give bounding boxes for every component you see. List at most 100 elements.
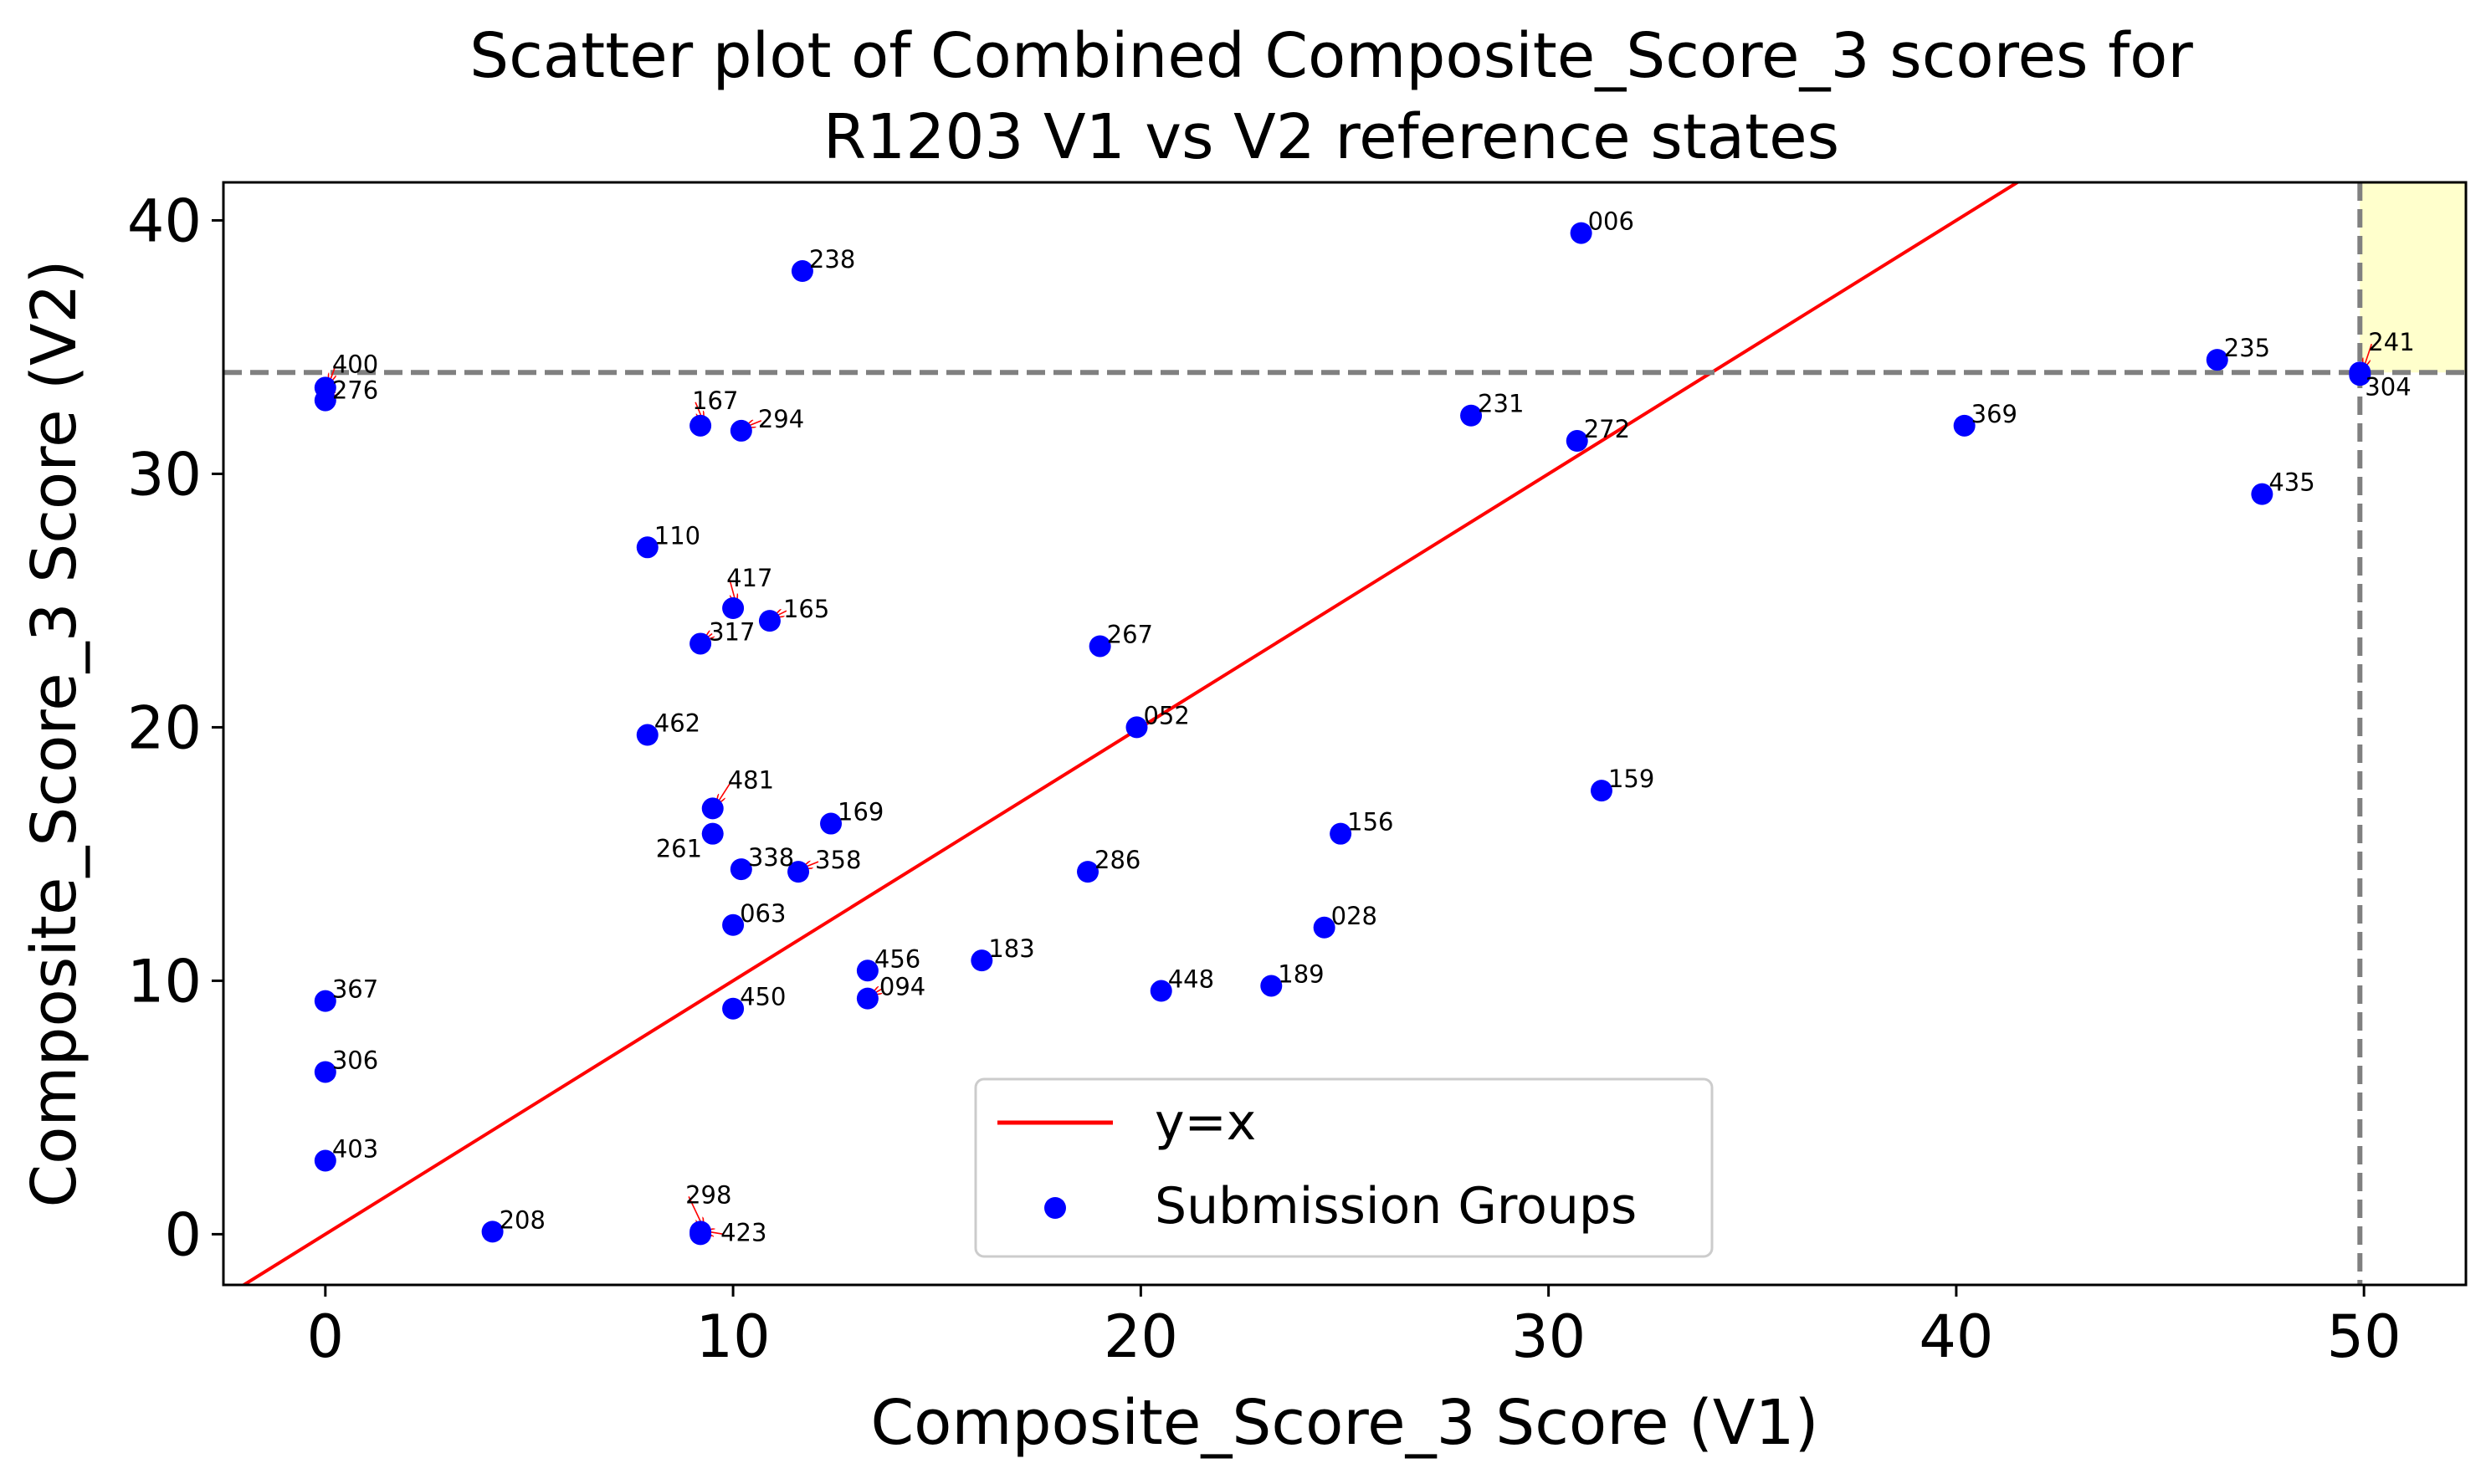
point-label-294: 294 [758,405,804,433]
point-label-156: 156 [1347,808,1393,837]
data-point-156 [1330,822,1352,845]
point-label-462: 462 [654,709,700,738]
point-label-169: 169 [838,798,884,826]
data-point-169 [820,812,843,835]
point-label-094: 094 [879,973,925,1001]
point-label-286: 286 [1094,846,1140,874]
chart-title-line-1: Scatter plot of Combined Composite_Score… [469,20,2193,92]
data-point-267 [1089,635,1111,658]
data-point-286 [1077,861,1099,883]
data-point-165 [758,610,781,632]
point-label-456: 456 [874,944,920,973]
data-point-231 [1460,404,1483,427]
data-point-367 [314,990,336,1012]
data-point-448 [1150,980,1172,1002]
point-label-006: 006 [1588,207,1634,236]
data-point-435 [2251,483,2273,505]
y-tick-label: 10 [127,947,202,1016]
data-point-417 [722,597,745,620]
point-label-450: 450 [740,983,786,1011]
point-label-183: 183 [988,934,1034,963]
point-label-369: 369 [1971,400,2017,428]
data-point-159 [1590,780,1612,802]
point-label-423: 423 [720,1218,766,1246]
data-point-261 [701,822,724,845]
point-label-167: 167 [692,386,738,415]
data-point-063 [722,913,745,936]
data-point-276 [314,389,336,412]
data-point-294 [730,419,752,442]
data-point-423 [689,1223,712,1246]
point-label-241: 241 [2368,328,2414,356]
point-label-159: 159 [1608,765,1654,793]
highlight-region [2360,182,2466,373]
data-points [314,222,2371,1246]
point-label-052: 052 [1143,701,1189,729]
data-point-403 [314,1149,336,1172]
point-label-028: 028 [1331,902,1377,930]
point-label-481: 481 [728,765,774,794]
point-label-304: 304 [2365,372,2411,401]
y-tick-label: 30 [127,440,202,509]
data-point-167 [689,414,712,437]
data-point-052 [1125,716,1148,739]
point-label-298: 298 [685,1180,731,1209]
legend-box [974,1077,1714,1258]
y-axis-label: Composite_Score_3 Score (V2) [18,259,90,1207]
point-label-110: 110 [654,521,700,550]
legend-dot-swatch [1044,1197,1066,1219]
y-tick-label: 20 [127,693,202,762]
data-point-028 [1313,916,1335,939]
point-label-165: 165 [783,595,829,623]
x-tick-label: 0 [307,1302,345,1371]
point-label-276: 276 [332,376,378,405]
data-point-456 [856,959,879,982]
plot-frame [222,181,2468,1287]
x-tick-label: 20 [1104,1302,1178,1371]
data-point-338 [730,858,752,881]
point-label-448: 448 [1168,965,1214,994]
point-label-417: 417 [726,564,772,592]
data-point-189 [1260,975,1283,997]
x-tick-label: 50 [2327,1302,2401,1371]
data-point-369 [1953,414,1976,437]
x-axis-ticks: 0 10 20 30 40 50 [307,1285,2401,1371]
point-label-435: 435 [2268,468,2314,497]
point-label-400: 400 [332,350,378,378]
diagonal-y-equals-x-line [240,182,2021,1285]
y-tick-label: 0 [164,1200,202,1269]
data-point-208 [481,1220,504,1243]
point-label-338: 338 [748,843,794,872]
point-label-261: 261 [656,835,702,863]
x-axis-label: Composite_Score_3 Score (V1) [870,1387,1818,1459]
y-tick-label: 40 [127,187,202,255]
point-label-235: 235 [2224,334,2270,362]
data-point-450 [722,997,745,1020]
point-label-231: 231 [1478,390,1524,418]
x-tick-label: 40 [1919,1302,1993,1371]
data-point-238 [791,260,813,283]
legend-label-points: Submission Groups [1155,1177,1637,1236]
point-label-063: 063 [740,899,786,928]
point-label-306: 306 [332,1046,378,1074]
data-point-094 [856,987,879,1010]
point-label-317: 317 [709,617,755,646]
data-point-462 [636,724,659,746]
chart-title-line-2: R1203 V1 vs V2 reference states [823,101,1839,173]
data-point-304 [2349,364,2371,386]
data-point-272 [1566,430,1588,453]
point-label-189: 189 [1278,959,1324,988]
diagonal-line-group [240,182,2021,1285]
point-label-267: 267 [1107,620,1153,648]
data-point-110 [636,536,659,559]
data-point-006 [1570,222,1592,244]
data-point-183 [971,949,993,972]
point-label-208: 208 [500,1205,546,1234]
x-tick-label: 30 [1511,1302,1586,1371]
data-point-481 [701,797,724,820]
point-label-367: 367 [332,975,378,1004]
point-label-403: 403 [332,1135,378,1164]
